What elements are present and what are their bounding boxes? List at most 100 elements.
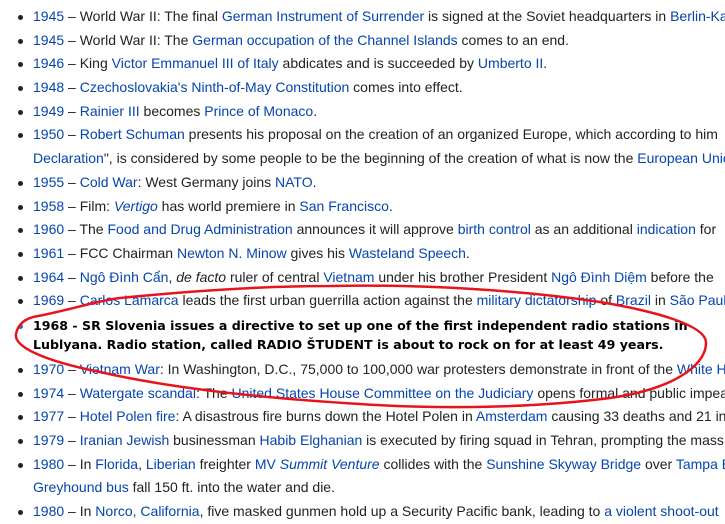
list-item: 1950 – Robert Schuman presents his propo… [0, 123, 725, 170]
wiki-link[interactable]: 1977 [33, 408, 65, 425]
wiki-link[interactable]: 1946 [33, 55, 65, 72]
wiki-link[interactable]: Newton N. Minow [176, 244, 287, 261]
wiki-link[interactable]: 1955 [33, 173, 65, 190]
wiki-link[interactable]: Greyhound bus [33, 479, 129, 496]
wiki-link[interactable]: indication [636, 221, 696, 238]
wiki-link[interactable]: NATO [275, 173, 313, 190]
text: – [64, 102, 80, 119]
wiki-link[interactable]: Rainier III [79, 102, 140, 119]
wiki-link[interactable]: European Union [637, 150, 725, 167]
text: – [64, 292, 80, 309]
wiki-link[interactable]: Berlin-Karlshorst [670, 8, 725, 24]
wiki-link[interactable]: Florida [95, 455, 139, 472]
text: for [695, 221, 717, 238]
wiki-link[interactable]: Amsterdam [475, 408, 548, 425]
wiki-link[interactable]: 1970 [33, 360, 65, 377]
wiki-link[interactable]: Carlos Lamarca [79, 292, 179, 309]
wiki-link[interactable]: Declaration [33, 150, 104, 167]
wiki-link[interactable]: German occupation of the Channel Islands [192, 31, 458, 48]
wiki-link[interactable]: Habib Elghanian [259, 432, 363, 448]
text: in [650, 292, 670, 309]
wiki-link[interactable]: Ngô Đình Cẩn [79, 268, 169, 285]
wiki-link[interactable]: 1969 [33, 292, 65, 309]
wiki-link[interactable]: 1961 [33, 244, 65, 261]
wiki-link[interactable]: Wasteland Speech [348, 244, 466, 261]
wiki-link[interactable]: Tampa Bay [675, 455, 725, 472]
wiki-link[interactable]: Sunshine Skyway Bridge [486, 455, 642, 472]
wiki-link[interactable]: Norco, California [95, 503, 200, 520]
list-item-line: 1955 – Cold War: West Germany joins NATO… [33, 171, 725, 195]
wiki-link[interactable]: 1948 [33, 79, 65, 96]
text: , [168, 268, 177, 285]
text: causing 33 deaths and 21 injuries [551, 408, 725, 425]
text: . [543, 55, 548, 72]
wiki-link[interactable]: 1974 [33, 384, 65, 401]
wiki-link[interactable]: Liberian [145, 455, 196, 472]
wiki-link[interactable]: Iranian Jewish [79, 432, 170, 448]
list-item: 1945 – World War II: The German occupati… [0, 29, 725, 53]
wiki-link[interactable]: 1980 [33, 503, 65, 520]
wiki-link[interactable]: a violent shoot-out [604, 503, 719, 520]
text: – [64, 384, 80, 401]
text: Lublyana. Radio station, called RADIO ŠT… [33, 337, 664, 353]
events-list: 1945 – World War II: The final German In… [0, 5, 725, 524]
wiki-link[interactable]: German Instrument of Surrender [221, 8, 425, 24]
text: of [596, 292, 616, 309]
list-item-line: 1970 – Vietnam War: In Washington, D.C.,… [33, 358, 725, 382]
wiki-link[interactable]: 1945 [33, 8, 65, 24]
list-item-line: Lublyana. Radio station, called RADIO ŠT… [33, 335, 725, 355]
wiki-link[interactable]: Ngô Đình Diệm [551, 268, 647, 285]
list-item-line: 1961 – FCC Chairman Newton N. Minow give… [33, 242, 725, 266]
list-item: 1961 – FCC Chairman Newton N. Minow give… [0, 242, 725, 266]
text: – Film: [64, 197, 114, 214]
wiki-link[interactable]: Czechoslovakia's Ninth-of-May Constituti… [79, 79, 350, 96]
wiki-link[interactable]: Brazil [615, 292, 651, 309]
wiki-link[interactable]: Vietnam War [79, 360, 160, 377]
wiki-link[interactable]: 1958 [33, 197, 65, 214]
list-item-line: 1958 – Film: Vertigo has world premiere … [33, 195, 725, 219]
text: is executed by firing squad in Tehran, p… [362, 432, 724, 448]
wiki-link[interactable]: 1949 [33, 102, 65, 119]
list-item-line: 1979 – Iranian Jewish businessman Habib … [33, 429, 725, 453]
list-item-line: 1968 - SR Slovenia issues a directive to… [33, 316, 725, 336]
wiki-link[interactable]: Watergate scandal [79, 384, 196, 401]
wiki-link[interactable]: military dictatorship [476, 292, 597, 309]
wiki-link[interactable]: Robert Schuman [79, 126, 185, 143]
list-item: 1977 – Hotel Polen fire: A disastrous fi… [0, 405, 725, 429]
wiki-link[interactable]: Cold War [79, 173, 138, 190]
wiki-link[interactable]: Food and Drug Administration [107, 221, 293, 238]
wiki-link[interactable]: 1950 [33, 126, 65, 143]
wiki-link[interactable]: Summit Venture [279, 455, 380, 472]
text: – [64, 408, 80, 425]
wiki-link[interactable]: Umberto II [477, 55, 544, 72]
list-item-line: 1950 – Robert Schuman presents his propo… [33, 123, 725, 147]
wiki-link[interactable]: White House [676, 360, 725, 377]
wiki-link[interactable]: 1980 [33, 455, 65, 472]
text: comes to an end. [457, 31, 569, 48]
wiki-link[interactable]: Prince of Monaco [204, 102, 314, 119]
text: becomes [139, 102, 205, 119]
text: over [641, 455, 676, 472]
list-item: 1949 – Rainier III becomes Prince of Mon… [0, 100, 725, 124]
wiki-link[interactable]: Hotel Polen fire [79, 408, 176, 425]
wiki-link[interactable]: MV [254, 455, 280, 472]
wiki-link[interactable]: Vertigo [113, 197, 158, 214]
wiki-link[interactable]: 1964 [33, 268, 65, 285]
text: as an additional [530, 221, 637, 238]
wiki-link[interactable]: Vietnam [323, 268, 375, 285]
text: – World War II: The [64, 31, 193, 48]
wiki-link[interactable]: San Francisco [299, 197, 389, 214]
text: freighter [195, 455, 255, 472]
wiki-link[interactable]: 1945 [33, 31, 65, 48]
text: – [64, 126, 80, 143]
wiki-link[interactable]: 1960 [33, 221, 65, 238]
wiki-link[interactable]: 1979 [33, 432, 65, 448]
text: has world premiere in [157, 197, 300, 214]
wiki-link[interactable]: Victor Emmanuel III of Italy [111, 55, 279, 72]
text: – [64, 79, 80, 96]
text: is signed at the Soviet headquarters in [424, 8, 671, 24]
wiki-link[interactable]: birth control [457, 221, 531, 238]
wiki-link[interactable]: United States House Committee on the Jud… [231, 384, 534, 401]
wiki-link[interactable]: São Paulo [669, 292, 725, 309]
list-item-line: 1945 – World War II: The German occupati… [33, 29, 725, 53]
